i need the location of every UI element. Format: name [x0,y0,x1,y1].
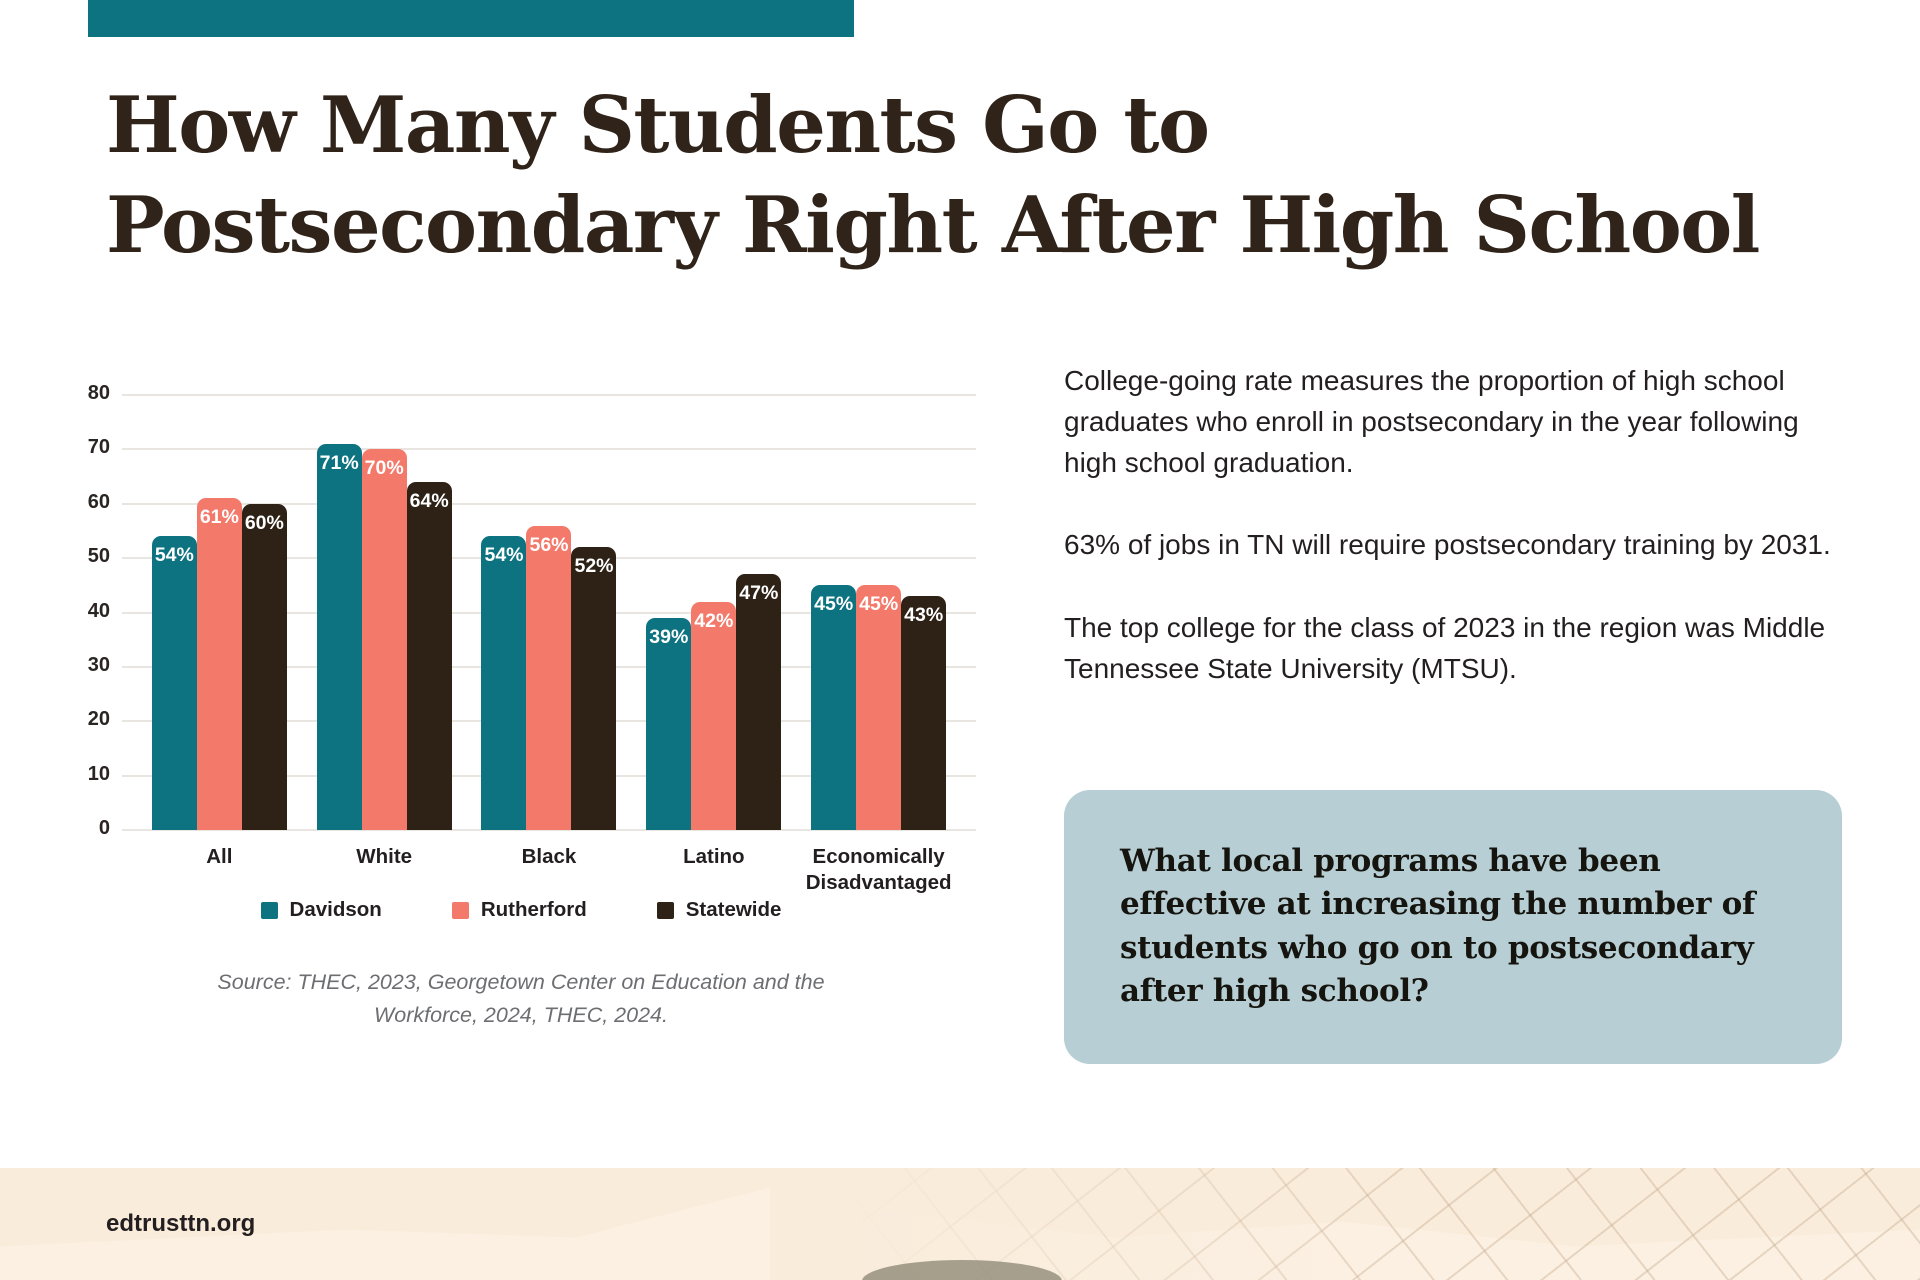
bar-group-all: 54% 61% 60% All [151,395,287,868]
paragraph-college-going-rate: College-going rate measures the proporti… [1064,365,1799,479]
bar-value-label: 54% [154,544,194,567]
page-title-line1: How Many Students Go to [106,80,1210,171]
chart-legend: Davidson Rutherford Statewide [66,898,976,922]
source-note: Source: THEC, 2023, Georgetown Center on… [66,966,976,1033]
bar-value-label: 56% [529,533,569,556]
description-column: College-going rate measures the proporti… [1064,360,1854,730]
bar-value-label: 42% [694,609,734,632]
bar-davidson-latino: 39% [646,617,692,830]
legend-swatch-icon [451,901,469,919]
bar-rutherford-black: 56% [526,525,572,830]
bar-value-label: 45% [859,593,899,616]
paragraph-top-college: The top college for the class of 2023 in… [1064,611,1826,684]
page-title-line2: Postsecondary Right After High School [106,179,1760,271]
bar-statewide-all: 60% [241,503,287,830]
bar-rutherford-all: 61% [196,498,242,830]
gridline-70 [122,448,976,451]
legend-label: Statewide [685,898,782,921]
y-tick-label-10: 10 [87,762,110,785]
bar-rutherford-economically-disadvantaged: 45% [856,585,902,830]
bar-davidson-economically-disadvantaged: 45% [811,585,857,830]
bar-chart: 0 10 20 30 40 50 60 70 80 54% 61% 60% All 71% 70% 64% W… [66,382,976,894]
question-text: What local programs have been effective … [1120,843,1756,1010]
legend-item-rutherford: Rutherford [451,898,587,922]
y-tick-label-0: 0 [98,817,110,839]
legend-swatch-icon [260,901,278,919]
bar-value-label: 61% [199,506,239,529]
category-label-white: White [356,845,413,868]
legend-label: Rutherford [480,898,587,921]
bar-davidson-black: 54% [481,536,527,830]
accent-bar [88,0,854,37]
page-title: How Many Students Go to Postsecondary Ri… [106,76,1866,276]
source-note-line1: Source: THEC, 2023, Georgetown Center on… [217,970,825,994]
footer-decorative-blob [862,1260,1062,1280]
category-label-black: Black [521,845,577,868]
source-note-line2: Workforce, 2024, THEC, 2024. [374,1003,668,1028]
bar-group-white: 71% 70% 64% White [316,395,452,868]
legend-swatch-icon [656,901,674,919]
bar-davidson-white: 71% [316,443,362,830]
y-tick-label-80: 80 [87,382,110,404]
bar-statewide-economically-disadvantaged: 43% [901,596,947,830]
website-url: edtrusttn.org [106,1210,256,1237]
y-tick-label-70: 70 [87,436,110,459]
question-callout: What local programs have been effective … [1064,790,1842,1064]
category-label-economically-disadvantaged: Economically Disadvantaged [805,845,952,894]
y-tick-label-50: 50 [87,545,110,568]
plot-area: 54% 61% 60% All 71% 70% 64% White 54% 56% 52% Black… [122,394,976,894]
bar-group-economically-disadvantaged: 45% 45% 43% Economically Disadvantaged [806,395,952,894]
y-tick-label-40: 40 [87,599,110,622]
paragraph-jobs-tn: 63% of jobs in TN will require postsecon… [1064,529,1831,561]
bar-value-label: 54% [484,544,524,567]
category-label-all: All [206,845,233,868]
bar-value-label: 39% [649,625,689,648]
gridline-80 [122,394,976,396]
bar-statewide-black: 52% [571,547,617,830]
bar-groups: 54% 61% 60% All 71% 70% 64% White 54% 56% 52% Black… [122,395,976,894]
y-tick-label-20: 20 [87,708,110,731]
bar-value-label: 47% [739,582,779,605]
bar-group-latino: 39% 42% 47% Latino [646,395,782,868]
bar-rutherford-latino: 42% [691,601,737,830]
gridline-0 [122,829,976,831]
bar-davidson-all: 54% [151,536,197,830]
legend-item-statewide: Statewide [656,898,782,922]
y-tick-label-60: 60 [87,490,110,513]
bar-value-label: 45% [814,593,854,616]
bar-value-label: 52% [574,555,614,578]
bar-rutherford-white: 70% [361,449,407,830]
y-axis: 0 10 20 30 40 50 60 70 80 [66,382,110,839]
gridline-60 [122,502,976,505]
legend-label: Davidson [289,898,382,921]
legend-item-davidson: Davidson [260,898,382,922]
category-label-latino: Latino [683,845,745,868]
bar-group-black: 54% 56% 52% Black [481,395,617,868]
bar-value-label: 60% [244,511,284,534]
bar-value-label: 70% [364,457,404,480]
bar-statewide-latino: 47% [736,574,782,830]
y-tick-label-30: 30 [87,653,110,676]
bar-statewide-white: 64% [406,482,452,830]
footer: edtrusttn.org [0,1168,1920,1280]
bar-value-label: 64% [409,490,449,512]
bar-value-label: 71% [319,451,359,474]
bar-value-label: 43% [904,604,944,627]
